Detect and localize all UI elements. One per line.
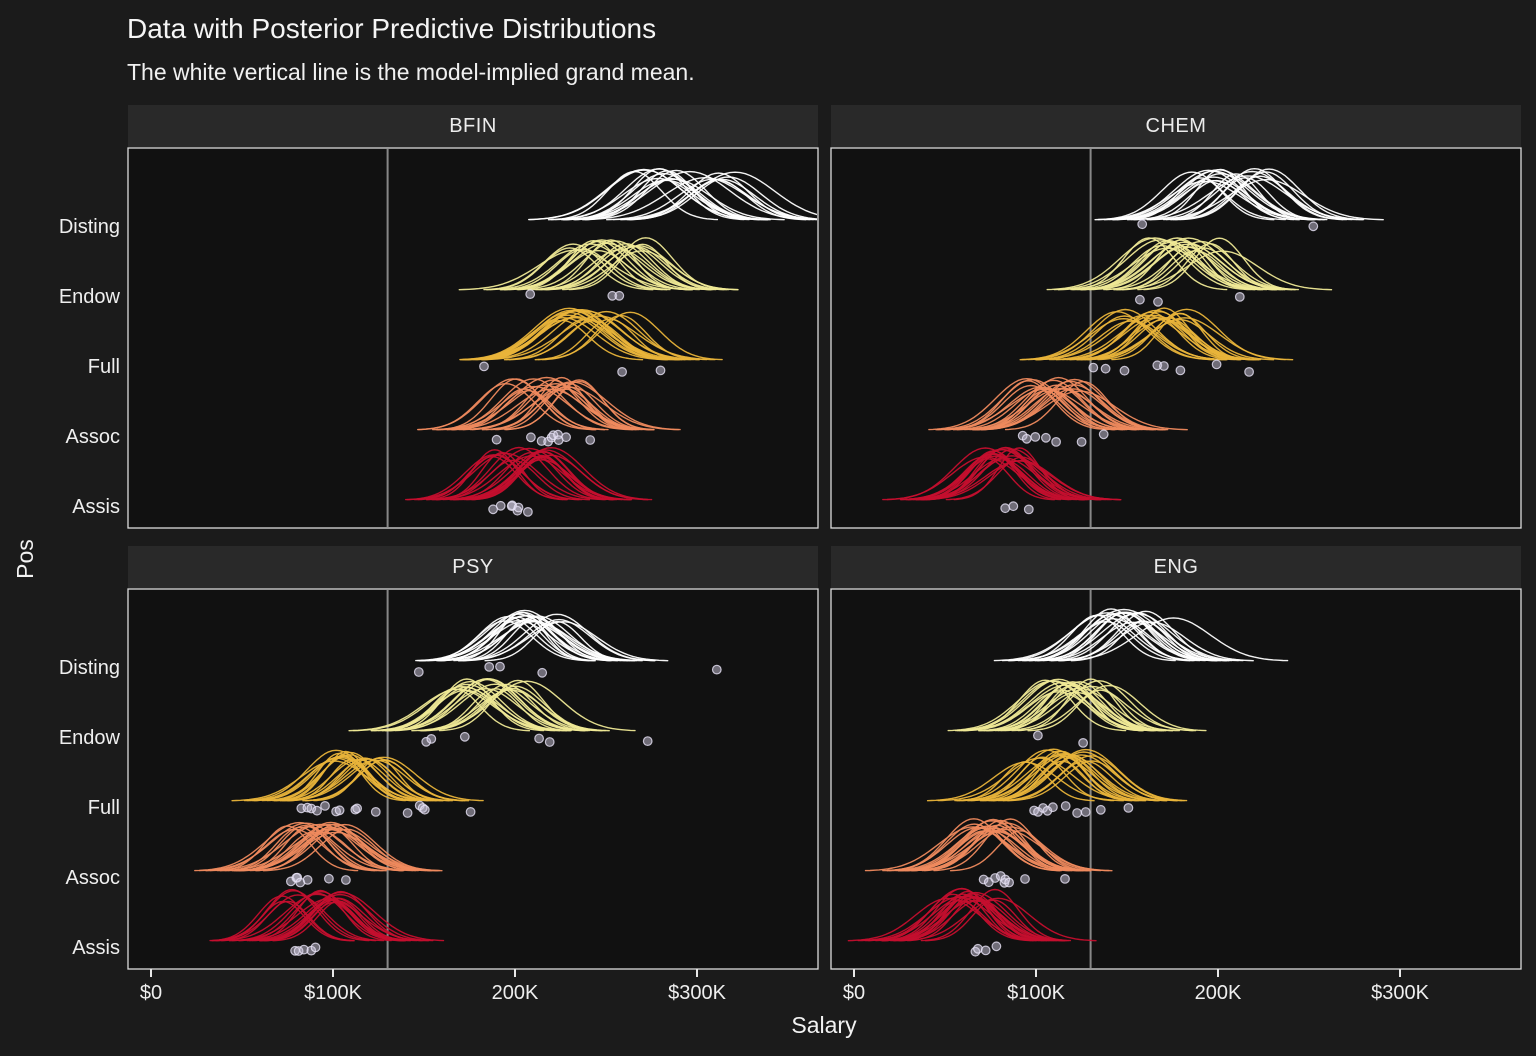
y-label-endow-top: Endow bbox=[58, 286, 120, 308]
facet-strip-psy-label: PSY bbox=[452, 555, 494, 578]
x-tick-100k-right: $100K bbox=[1007, 982, 1065, 1004]
x-tick-200k-left: 200K bbox=[491, 982, 539, 1004]
x-tick-300k-left: $300K bbox=[668, 982, 726, 1004]
y-label-endow-bottom: Endow bbox=[58, 727, 120, 749]
x-axis-title: Salary bbox=[791, 1012, 857, 1038]
y-axis-title: Pos bbox=[12, 539, 38, 579]
x-tick-200k-right: 200K bbox=[1194, 982, 1242, 1004]
facet-strip-eng: ENG bbox=[831, 546, 1521, 588]
y-label-assis-bottom: Assis bbox=[72, 937, 120, 959]
y-label-assoc-top: Assoc bbox=[65, 426, 120, 448]
x-tick-300k-right: $300K bbox=[1371, 982, 1429, 1004]
plot-title: Data with Posterior Predictive Distribut… bbox=[127, 13, 657, 44]
facet-strip-bfin-label: BFIN bbox=[449, 114, 497, 137]
plot-subtitle: The white vertical line is the model-imp… bbox=[127, 59, 695, 85]
y-label-full-bottom: Full bbox=[87, 797, 120, 819]
x-tick-100k-left: $100K bbox=[304, 982, 362, 1004]
y-label-assis-top: Assis bbox=[72, 496, 120, 518]
x-tick-0-left: $0 bbox=[139, 982, 163, 1004]
facet-strip-chem: CHEM bbox=[831, 105, 1521, 147]
y-label-disting-bottom: Disting bbox=[58, 657, 120, 679]
facet-strip-eng-label: ENG bbox=[1153, 555, 1199, 578]
facet-strip-bfin: BFIN bbox=[128, 105, 818, 147]
facet-strip-chem-label: CHEM bbox=[1145, 114, 1207, 137]
facet-strip-psy: PSY bbox=[128, 546, 818, 588]
y-label-assoc-bottom: Assoc bbox=[65, 867, 120, 889]
y-label-disting-top: Disting bbox=[58, 216, 120, 238]
y-label-full-top: Full bbox=[87, 356, 120, 378]
x-tick-0-right: $0 bbox=[842, 982, 866, 1004]
